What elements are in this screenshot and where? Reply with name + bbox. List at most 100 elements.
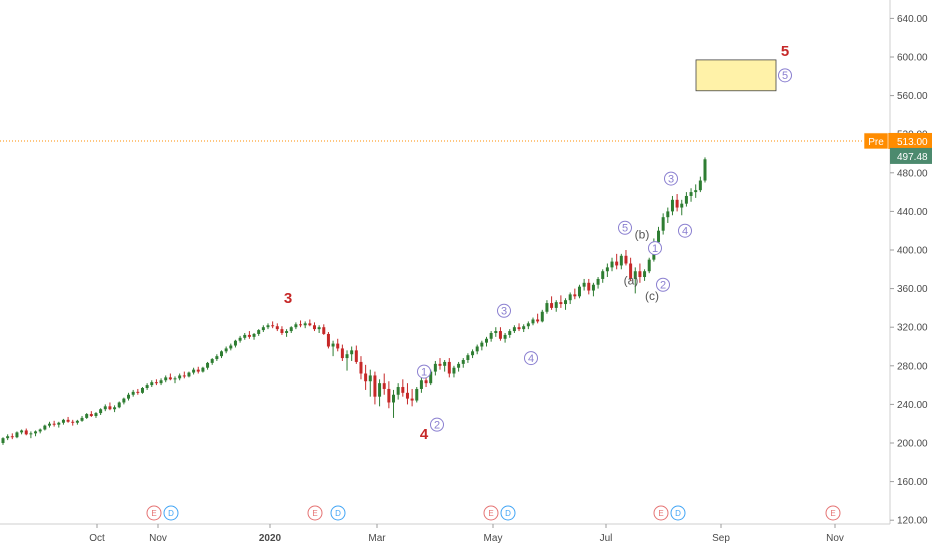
- candle[interactable]: [536, 313, 540, 324]
- candle[interactable]: [512, 325, 516, 333]
- candle[interactable]: [206, 361, 210, 370]
- candle[interactable]: [494, 327, 498, 337]
- candle[interactable]: [340, 344, 344, 361]
- candle[interactable]: [24, 428, 28, 436]
- candle[interactable]: [75, 419, 79, 425]
- candle[interactable]: [564, 298, 568, 310]
- candle[interactable]: [224, 346, 228, 354]
- candle[interactable]: [47, 421, 51, 428]
- candle[interactable]: [591, 282, 595, 297]
- candle[interactable]: [387, 381, 391, 409]
- candle[interactable]: [410, 388, 414, 407]
- candle[interactable]: [145, 383, 149, 390]
- candle[interactable]: [517, 323, 521, 332]
- candle[interactable]: [484, 336, 488, 347]
- candle[interactable]: [587, 278, 591, 295]
- candle[interactable]: [94, 412, 98, 418]
- candle[interactable]: [85, 413, 89, 419]
- candle[interactable]: [457, 361, 461, 372]
- candle[interactable]: [643, 269, 647, 281]
- candle[interactable]: [303, 321, 307, 329]
- candle[interactable]: [247, 331, 251, 339]
- candle[interactable]: [127, 392, 131, 401]
- candle[interactable]: [20, 429, 24, 435]
- candle[interactable]: [610, 257, 614, 272]
- candle[interactable]: [61, 418, 65, 425]
- candle[interactable]: [522, 324, 526, 333]
- candle[interactable]: [345, 350, 349, 371]
- candle[interactable]: [638, 263, 642, 283]
- candle[interactable]: [6, 434, 10, 441]
- dividend-badge[interactable]: D: [670, 505, 686, 521]
- candle[interactable]: [508, 329, 512, 338]
- candle[interactable]: [438, 358, 442, 370]
- candle[interactable]: [294, 322, 298, 330]
- candle[interactable]: [680, 199, 684, 216]
- candle[interactable]: [122, 397, 126, 405]
- candle[interactable]: [322, 324, 326, 335]
- candle[interactable]: [382, 373, 386, 395]
- dividend-badge[interactable]: D: [500, 505, 516, 521]
- candle[interactable]: [647, 257, 651, 274]
- candle[interactable]: [596, 277, 600, 289]
- candle[interactable]: [38, 428, 42, 434]
- candle[interactable]: [433, 360, 437, 376]
- candle[interactable]: [336, 338, 340, 352]
- candle[interactable]: [43, 424, 47, 431]
- candle[interactable]: [80, 415, 84, 422]
- candle[interactable]: [498, 327, 502, 341]
- candle[interactable]: [415, 387, 419, 403]
- candle[interactable]: [554, 300, 558, 312]
- candle[interactable]: [113, 405, 117, 413]
- candle[interactable]: [526, 321, 530, 330]
- candle[interactable]: [89, 411, 93, 417]
- candle[interactable]: [489, 331, 493, 342]
- candle[interactable]: [159, 378, 163, 386]
- candle[interactable]: [103, 404, 107, 412]
- candle[interactable]: [619, 253, 623, 270]
- plot-area[interactable]: [0, 140, 890, 445]
- candle[interactable]: [192, 367, 196, 375]
- candle[interactable]: [624, 250, 628, 266]
- candle[interactable]: [466, 353, 470, 363]
- candle[interactable]: [354, 345, 358, 364]
- candle[interactable]: [308, 319, 312, 327]
- candle[interactable]: [252, 332, 256, 340]
- candle[interactable]: [182, 371, 186, 379]
- candle[interactable]: [257, 329, 261, 336]
- candle[interactable]: [131, 389, 135, 397]
- candle[interactable]: [210, 358, 214, 365]
- candle[interactable]: [201, 366, 205, 373]
- candle[interactable]: [66, 416, 70, 423]
- candle[interactable]: [243, 332, 247, 340]
- candle[interactable]: [368, 369, 372, 397]
- candle[interactable]: [378, 379, 382, 407]
- candle[interactable]: [136, 388, 140, 395]
- candle[interactable]: [10, 433, 14, 440]
- candle[interactable]: [108, 402, 112, 411]
- candle[interactable]: [392, 389, 396, 418]
- candle[interactable]: [196, 366, 200, 374]
- candle[interactable]: [582, 278, 586, 291]
- candle[interactable]: [52, 420, 56, 427]
- candle[interactable]: [266, 323, 270, 330]
- candle[interactable]: [447, 358, 451, 378]
- candle[interactable]: [238, 335, 242, 343]
- candle[interactable]: [605, 263, 609, 278]
- candle[interactable]: [694, 184, 698, 198]
- candle[interactable]: [405, 383, 409, 405]
- candle[interactable]: [689, 188, 693, 202]
- candle[interactable]: [540, 309, 544, 323]
- candle[interactable]: [140, 387, 144, 394]
- candle[interactable]: [503, 332, 507, 343]
- candle[interactable]: [615, 253, 619, 270]
- candle[interactable]: [71, 419, 75, 426]
- candle[interactable]: [178, 373, 182, 381]
- candle[interactable]: [215, 354, 219, 361]
- candle[interactable]: [531, 317, 535, 326]
- candle[interactable]: [289, 326, 293, 333]
- candle[interactable]: [117, 401, 121, 409]
- target-zone-box[interactable]: [695, 59, 777, 92]
- candle[interactable]: [29, 431, 33, 439]
- candle[interactable]: [57, 421, 61, 428]
